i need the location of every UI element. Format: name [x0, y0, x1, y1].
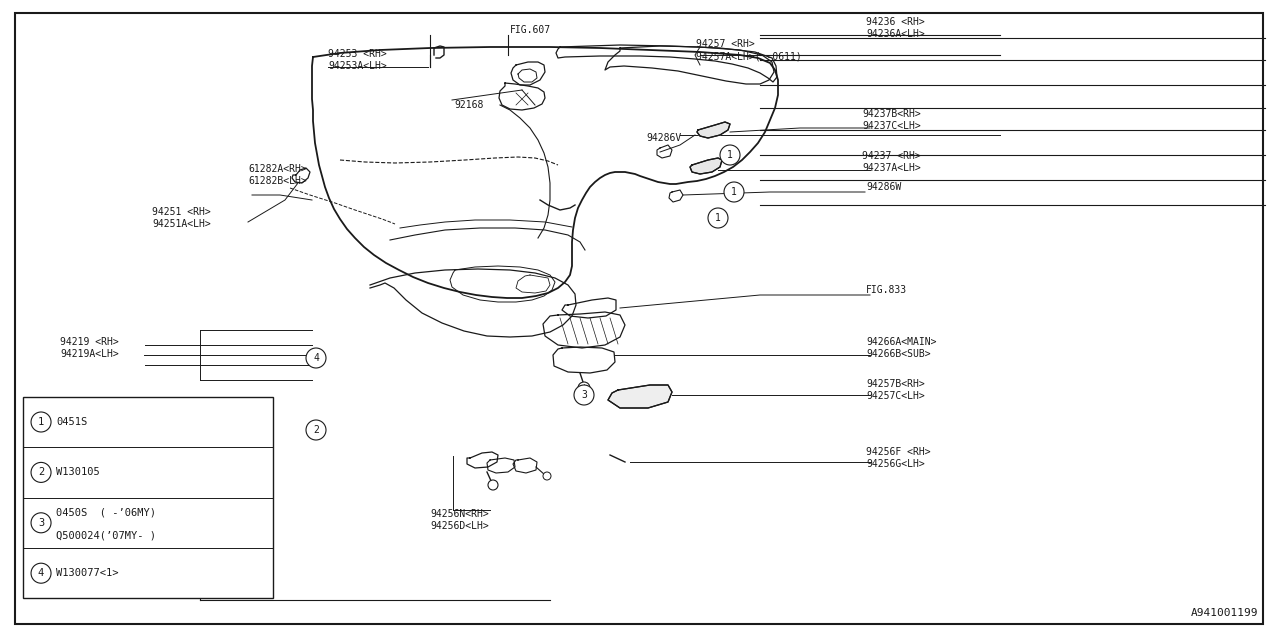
Text: 94237B<RH>
94237C<LH>: 94237B<RH> 94237C<LH> [861, 109, 920, 131]
Text: 94219 <RH>
94219A<LH>: 94219 <RH> 94219A<LH> [60, 337, 119, 360]
Text: 3: 3 [581, 390, 588, 400]
Text: 1: 1 [38, 417, 45, 427]
Text: 94256N<RH>
94256D<LH>: 94256N<RH> 94256D<LH> [430, 509, 489, 531]
Circle shape [573, 385, 594, 405]
Polygon shape [698, 122, 730, 138]
Text: 94256F <RH>
94256G<LH>: 94256F <RH> 94256G<LH> [867, 447, 931, 469]
Circle shape [31, 563, 51, 583]
Text: A941001199: A941001199 [1190, 608, 1258, 618]
Polygon shape [690, 158, 722, 174]
Text: W130077<1>: W130077<1> [56, 568, 119, 578]
Text: 0450S  ( -’06MY): 0450S ( -’06MY) [56, 508, 156, 518]
Text: 94236 <RH>
94236A<LH>: 94236 <RH> 94236A<LH> [867, 17, 924, 40]
Text: FIG.833: FIG.833 [867, 285, 908, 295]
Text: 94237 <RH>
94237A<LH>: 94237 <RH> 94237A<LH> [861, 150, 920, 173]
Circle shape [719, 145, 740, 165]
Text: 4: 4 [38, 568, 45, 578]
Circle shape [306, 348, 326, 368]
Bar [23, 397, 273, 598]
Circle shape [31, 513, 51, 533]
Circle shape [306, 420, 326, 440]
Circle shape [31, 462, 51, 483]
Text: 4: 4 [314, 353, 319, 363]
Text: FIG.607: FIG.607 [509, 25, 552, 35]
Circle shape [31, 412, 51, 432]
Text: W130105: W130105 [56, 467, 100, 477]
Polygon shape [608, 385, 672, 408]
Circle shape [543, 472, 550, 480]
Circle shape [488, 480, 498, 490]
Text: FRONT: FRONT [118, 484, 151, 512]
Text: 94257 <RH>
94257A<LH>( -0611): 94257 <RH> 94257A<LH>( -0611) [696, 38, 801, 61]
Text: 92168: 92168 [454, 100, 484, 110]
Text: 1: 1 [731, 187, 737, 197]
Text: 2: 2 [314, 425, 319, 435]
Text: 3: 3 [38, 518, 45, 528]
Text: 94253 <RH>
94253A<LH>: 94253 <RH> 94253A<LH> [328, 49, 387, 72]
Text: 94251 <RH>
94251A<LH>: 94251 <RH> 94251A<LH> [152, 207, 211, 229]
Text: 2: 2 [38, 467, 45, 477]
Text: 94266A<MAIN>
94266B<SUB>: 94266A<MAIN> 94266B<SUB> [867, 337, 937, 360]
Circle shape [724, 182, 744, 202]
Text: 1: 1 [727, 150, 733, 160]
Circle shape [579, 382, 590, 394]
Text: Q500024(’07MY- ): Q500024(’07MY- ) [56, 531, 156, 540]
Text: 94286V: 94286V [646, 133, 681, 143]
Text: 0451S: 0451S [56, 417, 87, 427]
Text: 94286W: 94286W [867, 182, 901, 192]
Text: 61282A<RH>
61282B<LH>: 61282A<RH> 61282B<LH> [248, 164, 307, 186]
Circle shape [708, 208, 728, 228]
Text: 94257B<RH>
94257C<LH>: 94257B<RH> 94257C<LH> [867, 379, 924, 401]
Text: 1: 1 [716, 213, 721, 223]
